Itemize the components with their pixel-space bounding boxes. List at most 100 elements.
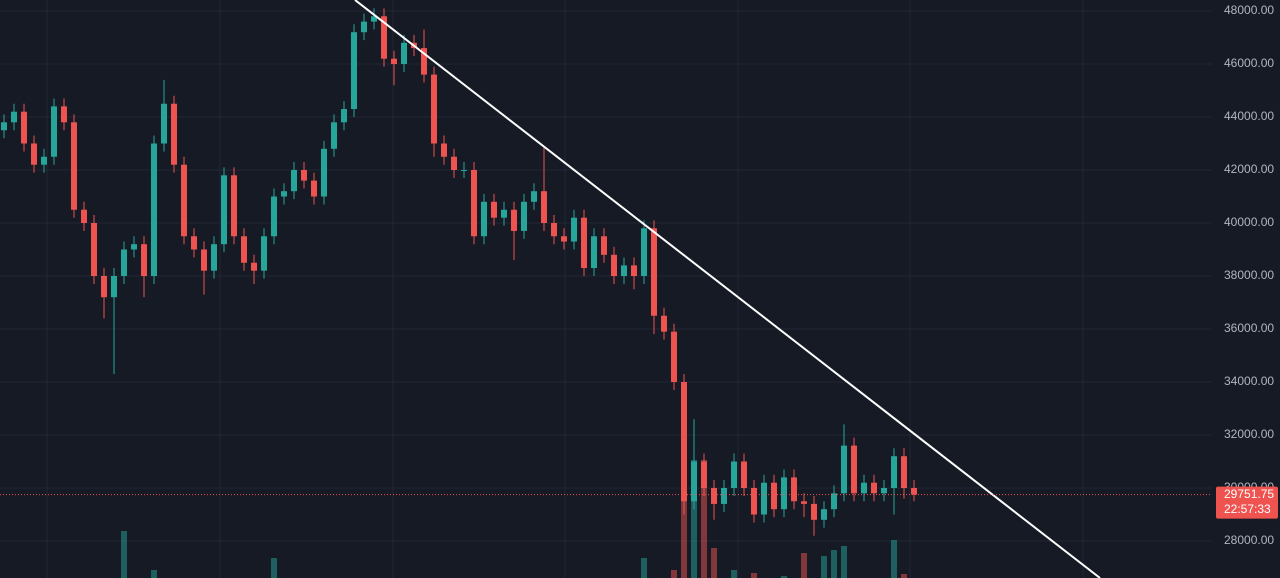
candle-body [21, 111, 27, 144]
candle-body [421, 48, 427, 75]
candle-body [471, 170, 477, 237]
y-tick-label: 36000.00 [1224, 321, 1274, 335]
candle-body [161, 103, 167, 144]
candle-body [891, 456, 897, 489]
candle-body [321, 148, 327, 197]
volume-bars [121, 460, 907, 578]
candle-body [481, 201, 487, 237]
volume-bar [151, 570, 157, 578]
candle-body [141, 244, 147, 277]
candle-body [441, 143, 447, 157]
candle-body [581, 217, 587, 269]
candle-body [721, 488, 727, 504]
candle-body [511, 209, 517, 231]
candle-body [261, 236, 267, 271]
candle-body [751, 488, 757, 515]
time-grid [46, 0, 1084, 578]
candle-body [431, 74, 437, 144]
volume-bar [681, 468, 687, 578]
volume-bar [701, 460, 707, 578]
candle-body [111, 276, 117, 298]
volume-bar [691, 460, 697, 578]
candle-body [151, 143, 157, 277]
candle-body [491, 201, 497, 218]
candle-body [271, 196, 277, 237]
candle-body [691, 461, 697, 502]
candle-body [381, 16, 387, 59]
candle-body [361, 21, 367, 33]
volume-bar [731, 570, 737, 578]
candle-body [11, 111, 17, 123]
candle-body [351, 32, 357, 110]
candle-body [911, 488, 917, 495]
candle-body [121, 249, 127, 277]
candle-body [101, 276, 107, 298]
candle-body [171, 103, 177, 165]
y-tick-label: 34000.00 [1224, 374, 1274, 388]
volume-bar [801, 553, 807, 578]
candle-body [91, 223, 97, 277]
trend-line[interactable] [354, 0, 1101, 578]
volume-bar [841, 546, 847, 578]
candle-body [641, 228, 647, 277]
candle-body [861, 482, 867, 494]
candle-body [251, 262, 257, 271]
candle-body [881, 488, 887, 494]
candle-body [851, 445, 857, 494]
candle-body [231, 175, 237, 237]
volume-bar [821, 556, 827, 578]
volume-bar [891, 540, 897, 578]
candle-body [391, 58, 397, 64]
candle-body [201, 249, 207, 271]
volume-bar [271, 558, 277, 578]
volume-bar [641, 558, 647, 578]
y-tick-label: 40000.00 [1224, 215, 1274, 229]
y-tick-label: 28000.00 [1224, 533, 1274, 547]
candle-body [61, 106, 67, 123]
candle-body [131, 244, 137, 250]
candle-body [191, 236, 197, 250]
candle-body [681, 382, 687, 502]
y-tick-label: 42000.00 [1224, 162, 1274, 176]
candle-body [741, 461, 747, 489]
candle-body [611, 254, 617, 277]
candle-body [831, 493, 837, 510]
candle-body [331, 122, 337, 149]
candle-body [311, 180, 317, 197]
axis-background [1212, 0, 1280, 578]
candle-body [521, 201, 527, 231]
price-axis: 28000.0030000.0032000.0034000.0036000.00… [1212, 0, 1280, 578]
last-price-box [1216, 486, 1278, 519]
candle-body [821, 509, 827, 520]
volume-bar [901, 574, 907, 578]
candle-body [241, 236, 247, 263]
price-grid [0, 10, 1212, 542]
candle-body [281, 191, 287, 197]
y-tick-label: 44000.00 [1224, 109, 1274, 123]
volume-bar [831, 550, 837, 578]
candle-body [621, 265, 627, 277]
candle-body [841, 445, 847, 494]
candle-body [631, 265, 637, 277]
volume-bar [781, 576, 787, 578]
candle-body [811, 503, 817, 520]
candle-body [601, 236, 607, 255]
candle-body [181, 164, 187, 237]
y-tick-label: 38000.00 [1224, 268, 1274, 282]
candle-body [81, 209, 87, 224]
volume-bar [751, 573, 757, 578]
candle-body [31, 143, 37, 165]
y-tick-label: 46000.00 [1224, 56, 1274, 70]
candle-body [401, 42, 407, 64]
volume-bar [711, 548, 717, 578]
candle-body [571, 217, 577, 242]
candle-body [711, 488, 717, 504]
candle-body [451, 156, 457, 170]
candle-body [801, 501, 807, 504]
candle-body [71, 122, 77, 210]
volume-bar [671, 570, 677, 578]
candles [1, 8, 917, 536]
